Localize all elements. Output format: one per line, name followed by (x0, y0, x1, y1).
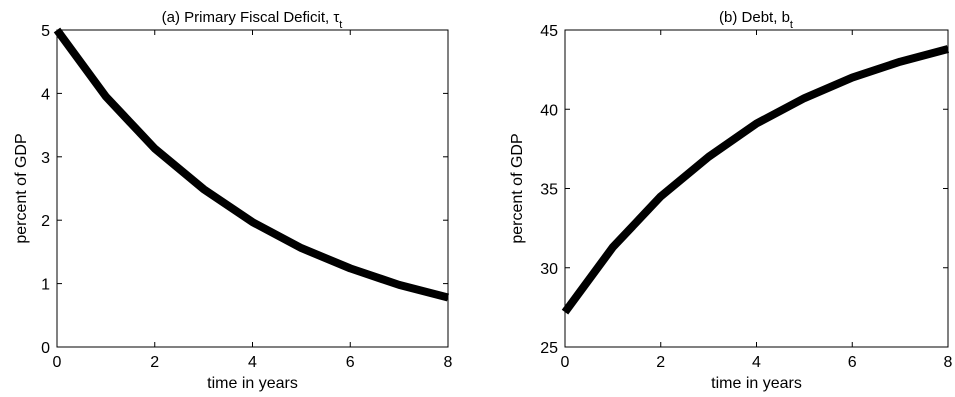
series-line (53, 27, 450, 302)
x-axis-label: time in years (207, 375, 298, 392)
chart-title-text: (a) Primary Fiscal Deficit, (162, 9, 334, 26)
y-tick-label: 4 (41, 86, 50, 103)
chart-title-subscript: t (339, 19, 342, 31)
x-tick-label: 8 (944, 354, 953, 371)
chart-title-symbol: τ (333, 9, 339, 26)
chart-title-symbol: b (782, 9, 790, 26)
panel-b-debt: (b) Debt, bt 0 2 4 6 8 25 30 35 40 45 time in years… (509, 9, 953, 392)
plot-frame (56, 29, 449, 348)
plot-frame (564, 29, 949, 348)
chart-title: (a) Primary Fiscal Deficit, τt (162, 9, 343, 31)
panel-a-primary-fiscal-deficit: (a) Primary Fiscal Deficit, τt 0 2 4 6 8 0 1 2 3 4… (13, 9, 453, 392)
y-tick-label: 1 (41, 277, 50, 294)
y-tick-label: 2 (41, 213, 50, 230)
x-tick-label: 0 (53, 354, 62, 371)
chart-title-subscript: t (790, 19, 793, 31)
y-axis-label: percent of GDP (509, 133, 526, 243)
y-tick-label: 5 (41, 23, 50, 40)
x-tick-label: 6 (848, 354, 857, 371)
y-tick-label: 3 (41, 150, 50, 167)
y-axis-label: percent of GDP (13, 133, 30, 243)
y-tick-label: 35 (540, 182, 558, 199)
y-tick-label: 45 (540, 23, 558, 40)
y-tick-label: 25 (540, 340, 558, 357)
x-axis-label: time in years (711, 375, 802, 392)
chart-title: (b) Debt, bt (719, 9, 793, 31)
x-tick-label: 4 (248, 354, 257, 371)
x-tick-label: 2 (656, 354, 665, 371)
series-line (561, 45, 950, 315)
x-tick-label: 2 (150, 354, 159, 371)
y-tick-label: 40 (540, 102, 558, 119)
x-tick-label: 4 (752, 354, 761, 371)
x-tick-label: 6 (346, 354, 355, 371)
x-tick-label: 0 (561, 354, 570, 371)
y-tick-label: 0 (41, 340, 50, 357)
x-tick-label: 8 (444, 354, 453, 371)
y-tick-label: 30 (540, 261, 558, 278)
chart-title-text: (b) Debt, (719, 9, 782, 26)
